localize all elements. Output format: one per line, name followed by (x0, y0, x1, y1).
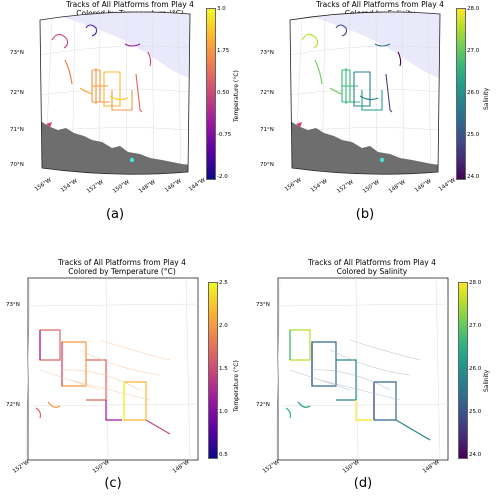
lat-label: 72°N (256, 402, 270, 408)
colorbar-tick: 1.0 (219, 409, 228, 415)
lat-label: 70°N (10, 162, 24, 168)
panel-b-map (289, 11, 441, 175)
coast-track (46, 122, 52, 128)
platform-tracks (285, 329, 431, 441)
panel-d-map (275, 277, 449, 461)
colorbar-label: Salinity (483, 369, 490, 392)
panel-label: (c) (104, 476, 122, 491)
colorbar-tick: 26.0 (467, 90, 480, 96)
graticule (25, 277, 199, 461)
panel-label: (a) (105, 207, 125, 222)
colorbar-tick: 27.0 (469, 323, 482, 329)
colorbar-tick: -0.75 (217, 132, 232, 138)
panel-c: Tracks of All Platforms from Play 4 Colo… (0, 250, 250, 499)
colorbar-tick: 25.0 (467, 132, 480, 138)
panel-d-title: Tracks of All Platforms from Play 4 Colo… (308, 258, 436, 276)
panel-c-title: Tracks of All Platforms from Play 4 Colo… (58, 258, 186, 276)
land-mass (290, 122, 440, 175)
highlight-marker (129, 157, 135, 163)
lat-label: 70°N (260, 162, 274, 168)
colorbar-tick: 28.0 (467, 6, 480, 12)
faint-tracks (39, 339, 171, 401)
lat-label: 72°N (6, 402, 20, 408)
platform-tracks (301, 24, 402, 113)
colorbar-label: Salinity (483, 87, 490, 110)
colorbar-tick: 24.0 (469, 452, 482, 458)
graticule (275, 277, 449, 461)
colorbar-tick: 24.0 (467, 174, 480, 180)
lat-label: 71°N (10, 127, 24, 133)
colorbar-tick: 0.5 (219, 452, 228, 458)
colorbar (458, 282, 468, 459)
panel-a-map (39, 11, 191, 175)
lat-label: 71°N (260, 127, 274, 133)
lat-label: 73°N (10, 50, 24, 56)
faint-tracks (289, 339, 421, 401)
lat-label: 72°N (10, 90, 24, 96)
colorbar-tick: 25.0 (469, 409, 482, 415)
colorbar-tick: 1.75 (217, 48, 230, 54)
highlight-marker (379, 157, 385, 163)
colorbar-tick: 2.5 (219, 280, 228, 286)
lat-label: 73°N (256, 302, 270, 308)
colorbar-label: Temperature (°C) (233, 70, 240, 122)
colorbar-tick: 1.5 (219, 366, 228, 372)
colorbar-tick: 27.0 (467, 48, 480, 54)
colorbar-label: Temperature (°C) (233, 360, 240, 412)
colorbar-tick: 28.0 (469, 280, 482, 286)
colorbar-tick: -2.0 (217, 174, 228, 180)
platform-tracks (35, 329, 171, 435)
panel-b: Tracks of All Platforms from Play 4 Colo… (250, 0, 500, 240)
lat-label: 72°N (260, 90, 274, 96)
coast-track (296, 122, 302, 128)
panel-label: (b) (355, 207, 375, 222)
lat-label: 73°N (260, 50, 274, 56)
colorbar-tick: 0.50 (217, 90, 230, 96)
lat-label: 73°N (6, 302, 20, 308)
platform-tracks (51, 24, 152, 113)
colorbar-tick: 2.0 (219, 323, 228, 329)
colorbar-tick: 26.0 (469, 366, 482, 372)
colorbar (208, 282, 218, 459)
land-mass (40, 122, 190, 175)
panel-a: Tracks of All Platforms from Play 4 Colo… (0, 0, 250, 240)
colorbar (456, 8, 466, 180)
colorbar (206, 8, 216, 180)
colorbar-tick: 3.0 (217, 6, 226, 12)
panel-d: Tracks of All Platforms from Play 4 Colo… (250, 250, 500, 499)
panel-label: (d) (353, 476, 373, 491)
panel-c-map (25, 277, 199, 461)
